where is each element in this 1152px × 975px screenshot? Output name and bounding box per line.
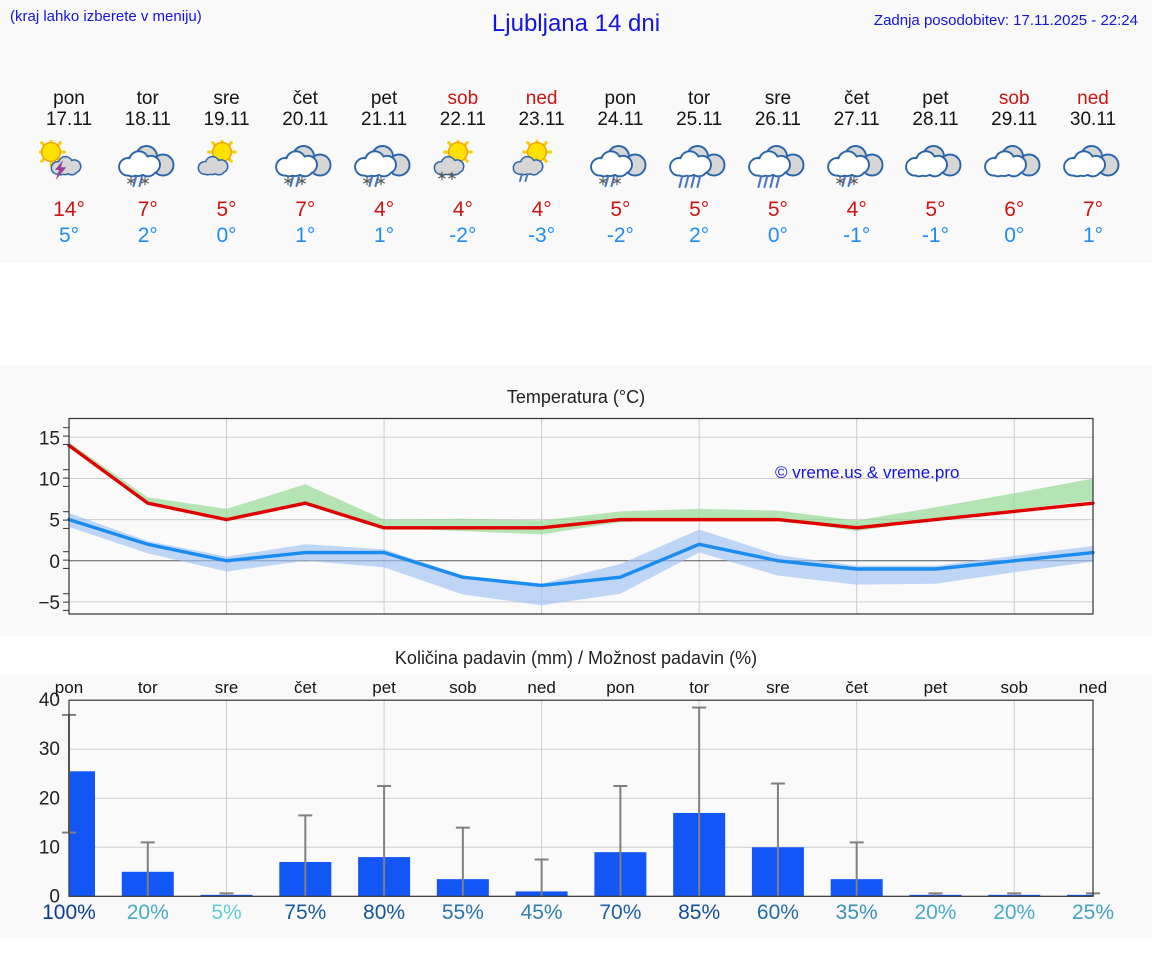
svg-text:10: 10 <box>39 837 60 858</box>
svg-text:30: 30 <box>39 739 60 760</box>
svg-text:20: 20 <box>39 788 60 809</box>
svg-text:40: 40 <box>39 690 60 711</box>
